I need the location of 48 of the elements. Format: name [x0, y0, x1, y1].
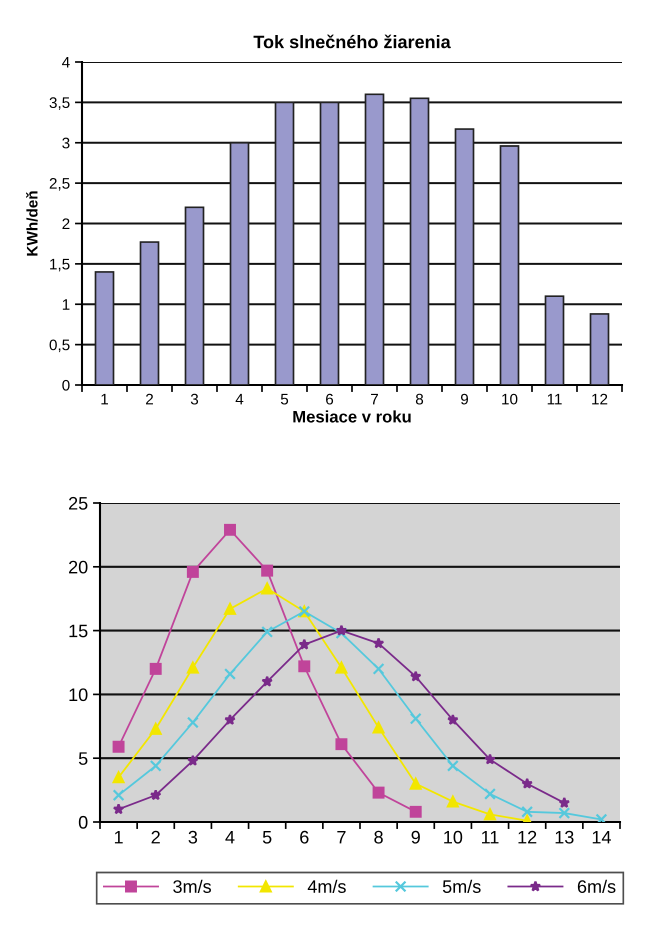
- x-tick-label: 10: [444, 830, 462, 844]
- y-tick-label: 20: [69, 560, 88, 574]
- y-tick-label: 2,5: [50, 178, 70, 191]
- x-tick-label: 1: [114, 830, 123, 844]
- x-tick-label: 9: [412, 830, 420, 844]
- x-tick-label: 4: [225, 830, 234, 844]
- x-tick-label: 10: [502, 394, 518, 405]
- x-tick-label: 8: [416, 394, 424, 405]
- x-tick-label: 11: [482, 830, 498, 844]
- y-tick-label: 15: [69, 624, 88, 638]
- x-tick-label: 11: [548, 394, 562, 404]
- y-tick-label: 0,5: [50, 339, 70, 352]
- x-tick-label: 7: [371, 394, 378, 404]
- legend-label: 4m/s: [308, 880, 346, 893]
- legend-label: 5m/s: [442, 880, 481, 893]
- y-tick-label: 1: [62, 299, 70, 310]
- x-tick-label: 2: [152, 830, 160, 844]
- y-tick-label: 5: [78, 752, 88, 765]
- y-tick-label: 3,5: [50, 97, 70, 110]
- y-tick-label: 0: [78, 816, 88, 829]
- y-tick-label: 10: [69, 688, 88, 702]
- x-tick-label: 5: [280, 394, 288, 405]
- x-tick-label: 12: [518, 830, 536, 844]
- x-tick-label: 12: [592, 394, 608, 404]
- y-tick-label: 3: [62, 138, 70, 148]
- x-tick-label: 1: [101, 394, 108, 404]
- y-axis-title: KWh/deň: [26, 191, 38, 256]
- x-tick-label: 6: [326, 394, 334, 405]
- y-tick-label: 1,5: [50, 258, 70, 272]
- x-tick-label: 3: [188, 830, 198, 844]
- legend-label: 3m/s: [173, 880, 211, 893]
- x-tick-label: 13: [556, 830, 574, 844]
- chart-title: Tok slnečného žiarenia: [254, 34, 451, 48]
- x-tick-label: 9: [460, 394, 468, 405]
- x-tick-label: 7: [337, 830, 346, 844]
- y-tick-label: 0: [62, 380, 70, 391]
- x-tick-label: 2: [146, 394, 153, 404]
- legend-label: 6m/s: [578, 880, 616, 893]
- x-tick-label: 8: [374, 830, 383, 844]
- x-tick-label: 3: [190, 394, 198, 405]
- x-tick-label: 5: [262, 830, 272, 844]
- x-tick-label: 14: [592, 830, 611, 844]
- x-tick-label: 6: [300, 830, 309, 844]
- x-axis-title: Mesiace v roku: [293, 410, 411, 423]
- y-tick-label: 25: [69, 496, 88, 510]
- y-tick-label: 4: [62, 57, 70, 68]
- x-tick-label: 4: [236, 394, 244, 404]
- y-tick-label: 2: [62, 218, 70, 230]
